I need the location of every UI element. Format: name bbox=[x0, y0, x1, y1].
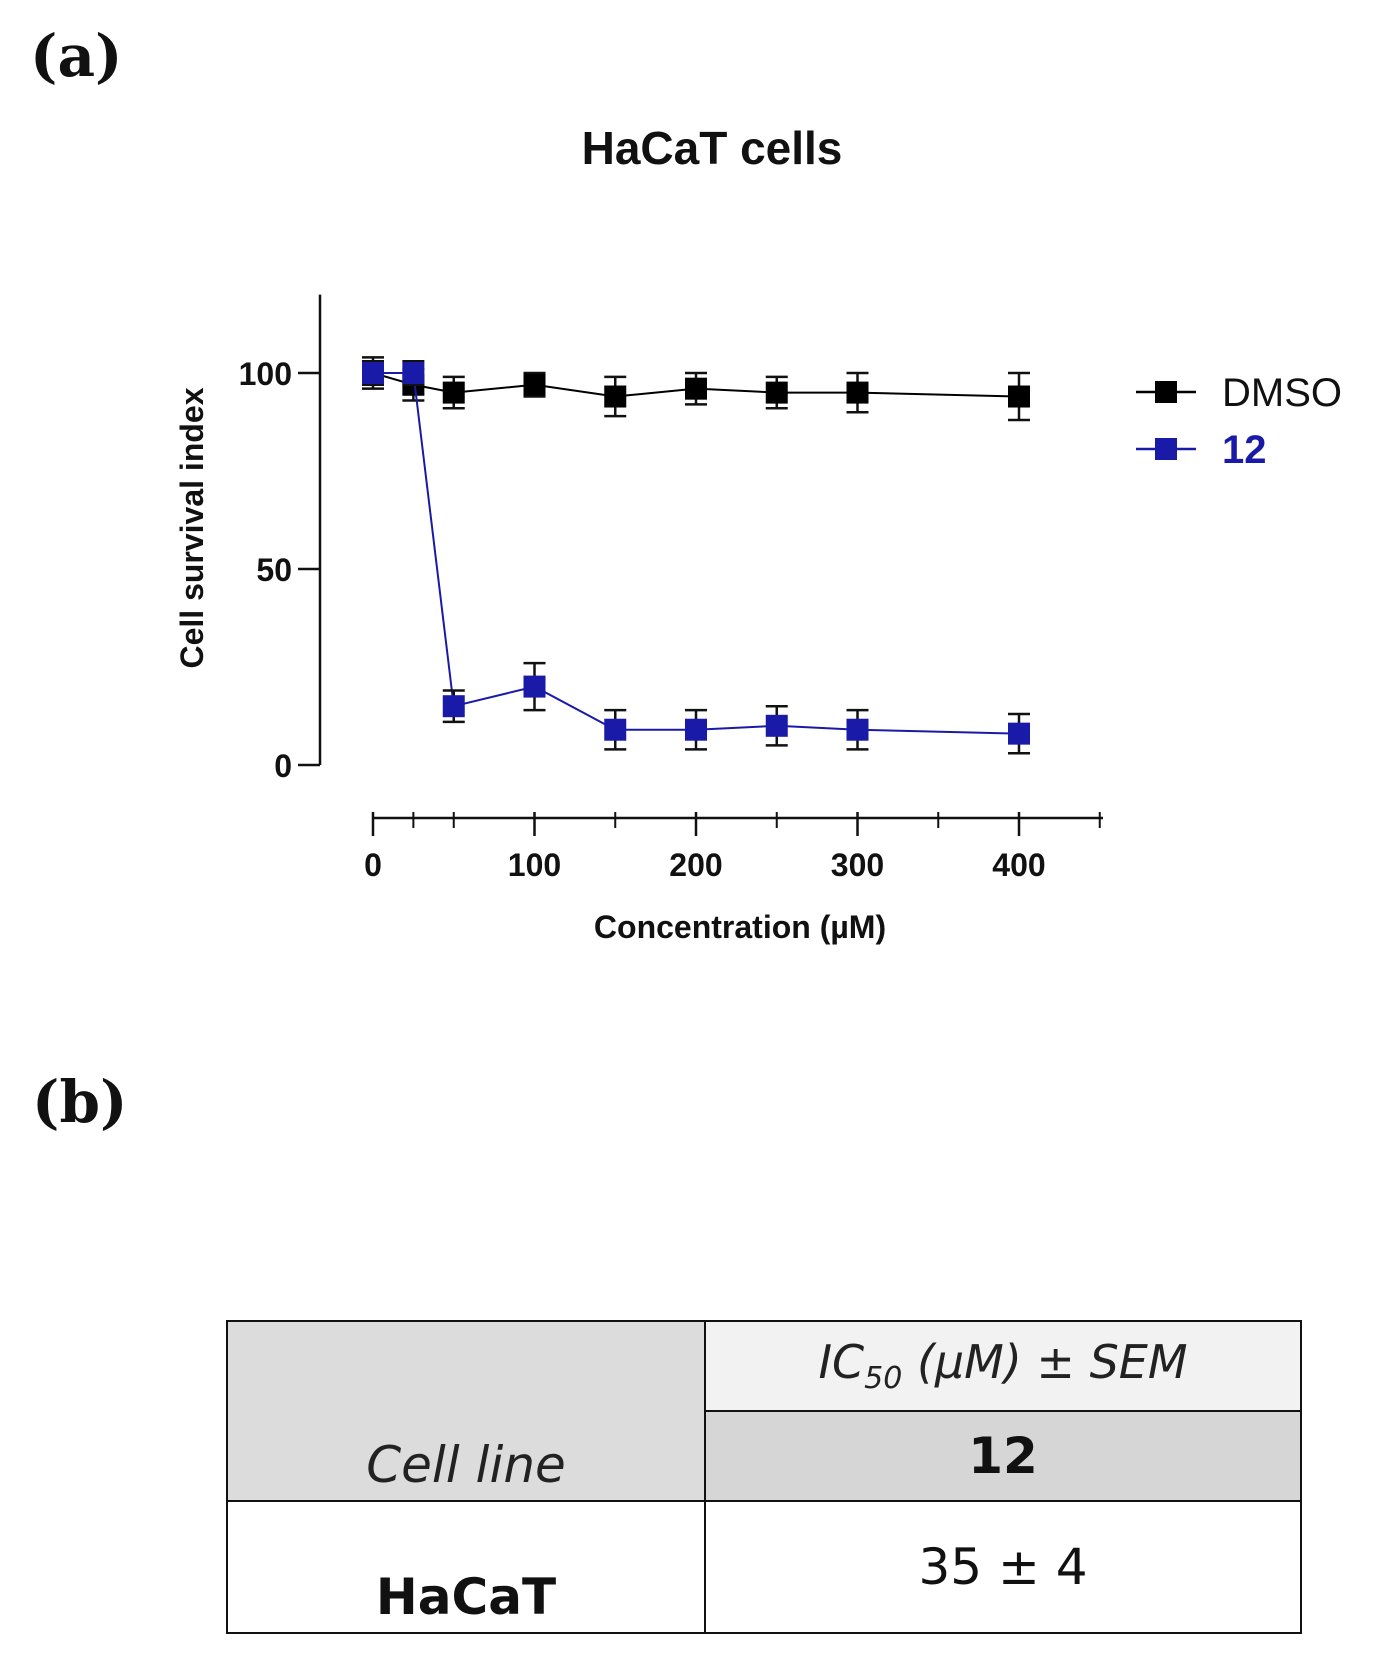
y-tick-label: 100 bbox=[239, 356, 292, 392]
survival-chart: HaCaT cells 0 50 100 0 100 200 300 400 DMSO 12 C… bbox=[174, 122, 1342, 945]
legend-label: DMSO bbox=[1222, 371, 1342, 415]
y-axis-label: Cell survival index bbox=[174, 387, 210, 668]
x-tick-label: 300 bbox=[831, 847, 884, 883]
row-cell-line: HaCaT bbox=[226, 1500, 706, 1634]
x-tick-label: 0 bbox=[364, 847, 382, 883]
header-compound: 12 bbox=[704, 1410, 1302, 1502]
header-cell-line: Cell line bbox=[226, 1320, 706, 1502]
x-tick-label: 400 bbox=[992, 847, 1045, 883]
y-tick-label: 0 bbox=[274, 748, 292, 784]
data-point bbox=[1008, 385, 1030, 408]
header-ic50-label: IC bbox=[818, 1335, 865, 1390]
data-point bbox=[604, 718, 627, 741]
data-point bbox=[402, 362, 425, 384]
series-12 bbox=[362, 359, 1030, 755]
data-point bbox=[604, 385, 627, 408]
data-point bbox=[1008, 722, 1030, 745]
data-point bbox=[685, 718, 707, 741]
data-point bbox=[523, 675, 546, 698]
data-point bbox=[523, 373, 546, 396]
ic50-table: Cell line IC50 (μM) ± SEM 12 HaCaT 35 ± … bbox=[226, 1320, 1302, 1634]
data-point bbox=[442, 381, 465, 404]
panel-label-a: (a) bbox=[30, 22, 123, 90]
x-tick-label: 100 bbox=[508, 847, 561, 883]
legend-item-12: 12 bbox=[1136, 428, 1267, 472]
x-axis-label: Concentration (µM) bbox=[594, 909, 886, 945]
series-DMSO bbox=[362, 356, 1030, 422]
data-point bbox=[846, 718, 869, 741]
data-point bbox=[685, 377, 707, 400]
legend-marker bbox=[1155, 381, 1177, 403]
legend-marker bbox=[1155, 438, 1177, 460]
x-tick-label: 200 bbox=[669, 847, 722, 883]
legend-item-DMSO: DMSO bbox=[1136, 371, 1342, 415]
data-point bbox=[765, 381, 788, 404]
header-ic50-units: (μM) ± SEM bbox=[902, 1335, 1188, 1390]
legend-label: 12 bbox=[1222, 428, 1267, 472]
header-ic50: IC50 (μM) ± SEM bbox=[704, 1320, 1302, 1412]
data-point bbox=[846, 381, 869, 404]
chart-title: HaCaT cells bbox=[582, 122, 843, 174]
data-point bbox=[362, 362, 384, 384]
y-tick-label: 50 bbox=[256, 552, 292, 588]
series-line bbox=[373, 372, 1020, 735]
panel-label-b: (b) bbox=[32, 1068, 128, 1136]
data-point bbox=[765, 714, 788, 737]
data-point bbox=[442, 695, 465, 718]
row-ic50-value: 35 ± 4 bbox=[704, 1500, 1302, 1634]
header-ic50-subscript: 50 bbox=[864, 1361, 903, 1397]
